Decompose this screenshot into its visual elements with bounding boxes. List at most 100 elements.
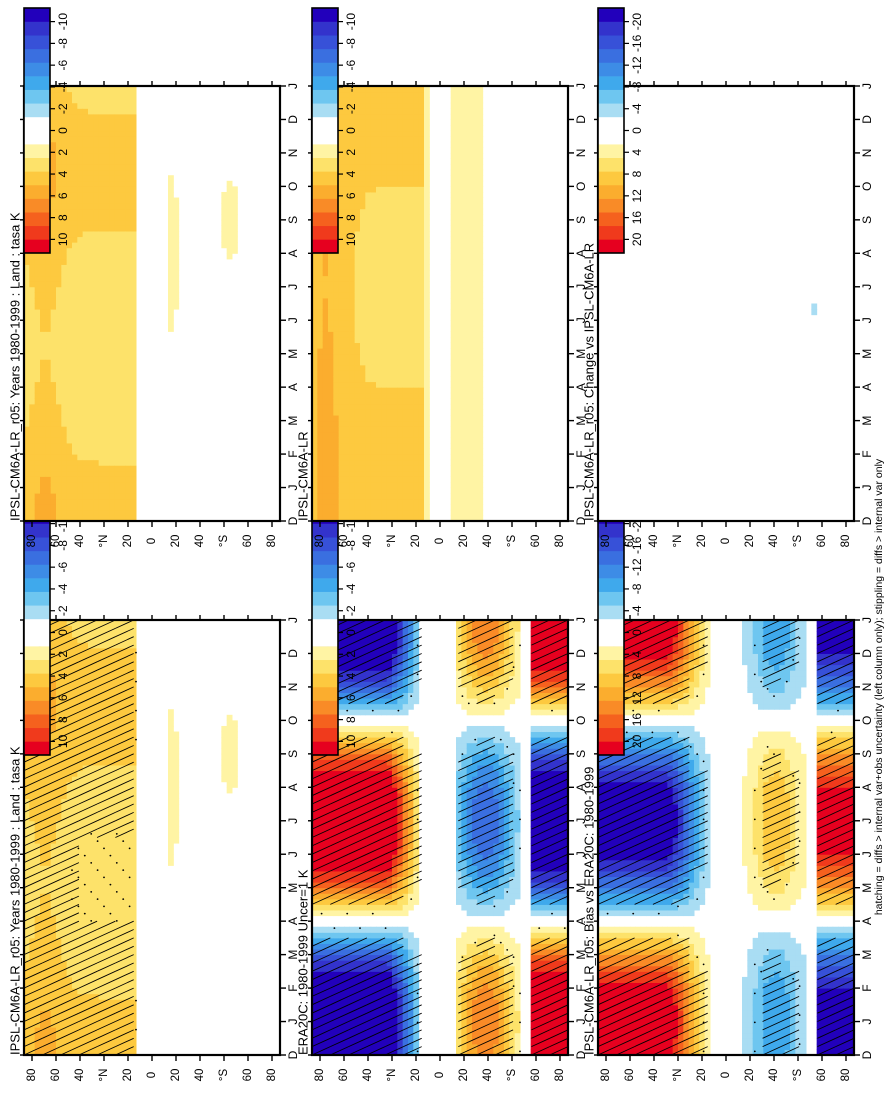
hatch-mark [23, 878, 43, 889]
heatmap-cell [82, 926, 89, 933]
hatch-mark [60, 845, 80, 855]
heatmap-cell [349, 820, 356, 827]
heatmap-cell [125, 876, 132, 883]
heatmap-cell [120, 442, 126, 449]
heatmap-cell [77, 742, 84, 749]
heatmap-cell [29, 965, 36, 972]
heatmap-cell [61, 870, 68, 878]
heatmap-cell [114, 826, 121, 833]
heatmap-cell [56, 186, 62, 193]
heatmap-cell [120, 141, 126, 148]
heatmap-cell [77, 653, 84, 660]
heatmap-cell [77, 286, 84, 293]
heatmap-cell [72, 748, 78, 755]
heatmap-cell [120, 820, 126, 827]
heatmap-cell [66, 270, 73, 277]
heatmap-cell [120, 921, 126, 928]
heatmap-cell [56, 476, 62, 483]
heatmap-cell [109, 988, 116, 995]
x-tick-label: D [286, 649, 300, 658]
heatmap-cell [232, 231, 238, 238]
heatmap-cell [98, 659, 105, 666]
heatmap-cell [34, 398, 41, 405]
heatmap-cell [98, 197, 105, 204]
heatmap-cell [24, 448, 30, 455]
heatmap-cell [173, 759, 180, 766]
heatmap-cell [98, 737, 105, 744]
heatmap-cell [56, 465, 62, 472]
heatmap-cell [82, 342, 89, 349]
heatmap-cell [93, 392, 100, 399]
heatmap-cell [34, 376, 41, 383]
heatmap-cell [104, 353, 110, 360]
colorbar-label: 10 [56, 232, 70, 246]
hatch-mark [96, 820, 116, 830]
hatch-mark [23, 870, 43, 880]
heatmap-cell [88, 932, 94, 939]
heatmap-cell [82, 965, 89, 972]
hatch-mark [42, 811, 61, 822]
panel-title: IPSL-CM6A-LR_r05: Years 1980-1999 : Land… [7, 746, 22, 1055]
heatmap-cell [56, 1010, 62, 1017]
heatmap-cell [173, 770, 180, 777]
heatmap-cell [98, 169, 105, 176]
heatmap-cell [173, 214, 180, 221]
heatmap-cell [125, 331, 132, 338]
heatmap-cell [98, 1004, 105, 1011]
heatmap-cell [77, 988, 84, 995]
heatmap-cell [56, 692, 62, 699]
heatmap-cell [77, 809, 84, 816]
heatmap-cell [45, 1004, 52, 1011]
heatmap-cell [24, 1010, 30, 1017]
heatmap-cell [109, 1015, 116, 1023]
heatmap-cell [104, 820, 110, 827]
heatmap-cell [98, 742, 105, 749]
heatmap-cell [45, 381, 52, 388]
heatmap-cell [45, 787, 52, 794]
heatmap-cell [130, 376, 137, 383]
heatmap-cell [77, 359, 84, 366]
heatmap-cell [72, 169, 78, 176]
heatmap-cell [104, 882, 110, 889]
heatmap-cell [82, 809, 89, 816]
heatmap-cell [40, 1004, 46, 1011]
heatmap-cell [66, 481, 73, 489]
heatmap-cell [77, 281, 84, 288]
heatmap-cell [120, 376, 126, 383]
heatmap-cell [360, 815, 366, 822]
heatmap-cell [130, 342, 137, 349]
heatmap-cell [317, 843, 324, 850]
heatmap-cell [34, 993, 41, 1000]
hatch-mark [60, 669, 80, 680]
heatmap-cell [88, 208, 94, 215]
heatmap-cell [34, 1010, 41, 1017]
heatmap-cell [24, 792, 30, 799]
heatmap-cell [114, 113, 121, 120]
heatmap-cell [61, 504, 68, 511]
heatmap-cell [109, 364, 116, 371]
heatmap-cell [88, 442, 94, 449]
colorbar-band [24, 523, 50, 538]
heatmap-cell [125, 348, 132, 355]
heatmap-cell [82, 653, 89, 660]
heatmap-cell [221, 753, 228, 760]
heatmap-cell [125, 91, 132, 98]
heatmap-cell [61, 882, 68, 889]
heatmap-cell [125, 158, 132, 165]
heatmap-cell [360, 698, 366, 705]
heatmap-cell [66, 348, 73, 355]
heatmap-cell [72, 670, 78, 677]
heatmap-cell [66, 910, 73, 917]
heatmap-cell [125, 659, 132, 666]
heatmap-cell [104, 742, 110, 749]
heatmap-cell [82, 848, 89, 855]
heatmap-cell [130, 893, 137, 900]
heatmap-cell [173, 203, 180, 210]
heatmap-cell [125, 381, 132, 388]
heatmap-cell [40, 960, 46, 967]
heatmap-cell [61, 949, 68, 956]
heatmap-cell [232, 191, 238, 199]
hatch-mark [60, 970, 80, 981]
heatmap-cell [120, 398, 126, 405]
heatmap-cell [24, 476, 30, 483]
